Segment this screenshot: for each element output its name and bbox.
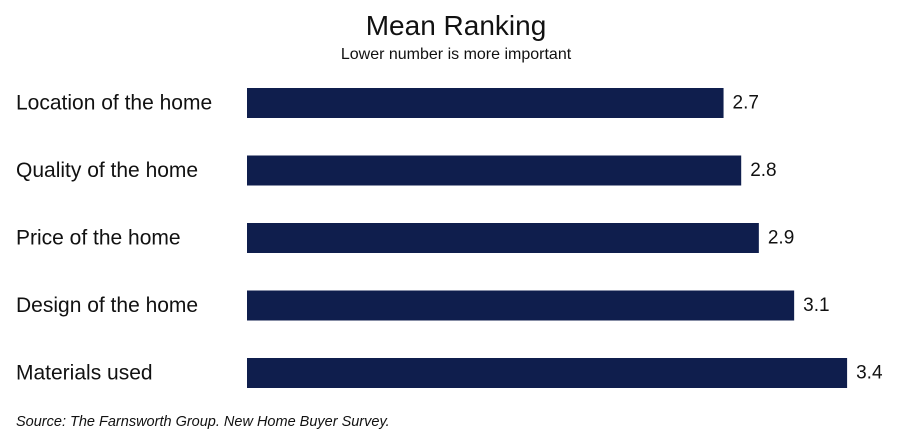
source-note: Source: The Farnsworth Group. New Home B… <box>16 414 390 430</box>
chart-subtitle: Lower number is more important <box>340 46 572 63</box>
category-label: Materials used <box>16 362 153 385</box>
bar <box>247 88 724 118</box>
bar <box>247 223 759 253</box>
category-label: Location of the home <box>16 92 212 115</box>
chart-title: Mean Ranking <box>365 10 547 41</box>
bar <box>247 155 742 186</box>
bar <box>247 358 848 388</box>
value-label: 2.9 <box>768 228 794 249</box>
value-label: 2.7 <box>733 93 759 114</box>
value-label: 2.8 <box>750 160 776 181</box>
value-label: 3.4 <box>856 363 883 384</box>
category-label: Design of the home <box>16 294 198 317</box>
bar <box>247 290 795 321</box>
value-label: 3.1 <box>803 295 829 316</box>
category-label: Price of the home <box>16 227 181 250</box>
category-label: Quality of the home <box>16 159 198 182</box>
